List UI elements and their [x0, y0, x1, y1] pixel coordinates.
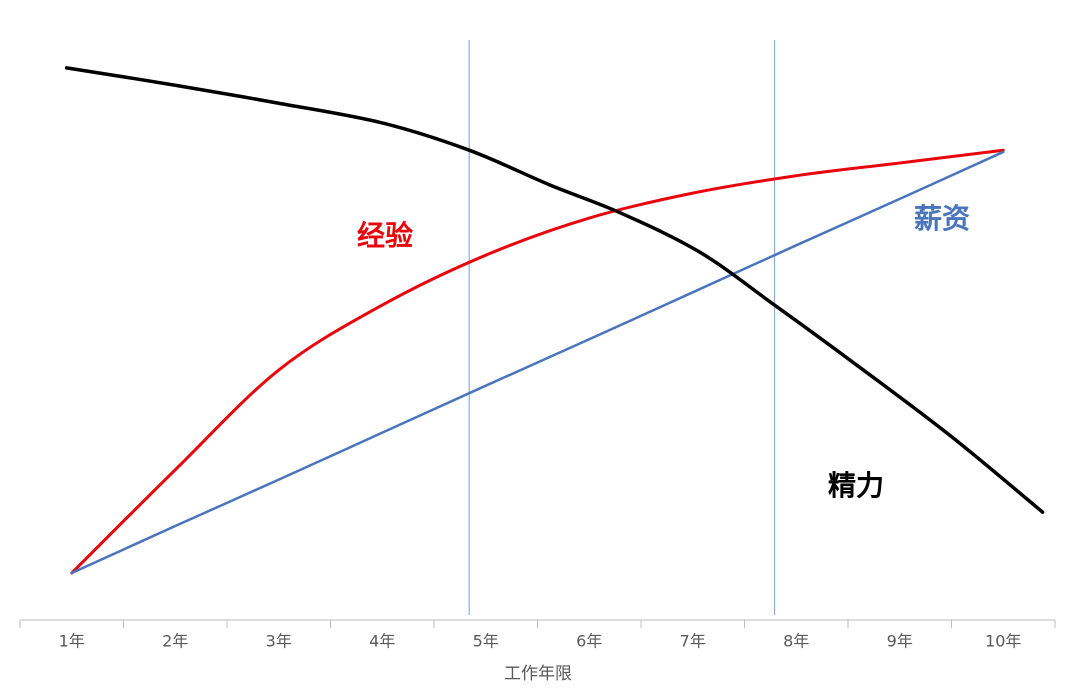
x-tick-label: 9年 — [887, 632, 913, 651]
series-line — [70, 148, 1005, 575]
x-tick-label: 7年 — [680, 632, 706, 651]
x-tick-label: 5年 — [473, 632, 499, 651]
x-tick-label: 4年 — [369, 632, 395, 651]
x-axis-title: 工作年限 — [504, 664, 572, 684]
x-tick-label: 10年 — [985, 632, 1021, 651]
series-label: 薪资 — [914, 202, 970, 235]
x-tick-label: 2年 — [162, 632, 188, 651]
series-line — [70, 150, 1005, 575]
x-tick-label: 3年 — [266, 632, 292, 651]
x-tick-label: 6年 — [576, 632, 602, 651]
series-line — [64, 66, 1045, 514]
series-label: 经验 — [357, 219, 413, 252]
x-tick-label: 1年 — [59, 632, 85, 651]
series-label: 精力 — [828, 469, 884, 502]
x-tick-label: 8年 — [783, 632, 809, 651]
